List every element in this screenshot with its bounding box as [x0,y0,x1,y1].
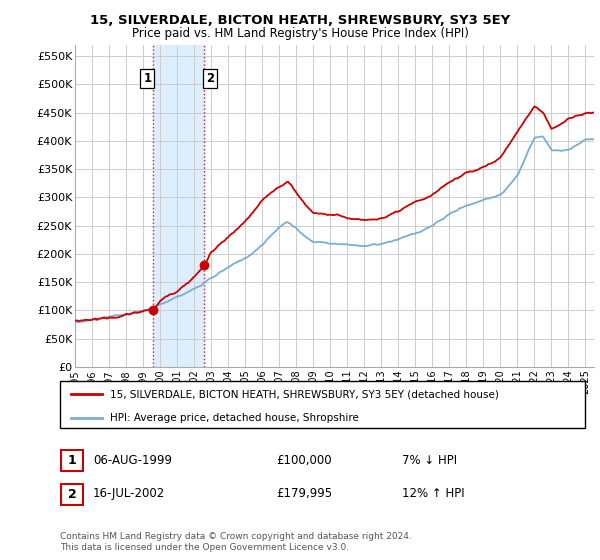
Text: 15, SILVERDALE, BICTON HEATH, SHREWSBURY, SY3 5EY (detached house): 15, SILVERDALE, BICTON HEATH, SHREWSBURY… [110,389,499,399]
Text: 06-AUG-1999: 06-AUG-1999 [93,454,172,467]
Text: 7% ↓ HPI: 7% ↓ HPI [402,454,457,467]
Text: 16-JUL-2002: 16-JUL-2002 [93,487,165,501]
Text: 2: 2 [68,488,76,501]
FancyBboxPatch shape [60,381,585,428]
Text: 1: 1 [68,454,76,468]
FancyBboxPatch shape [61,450,83,472]
Text: Contains HM Land Registry data © Crown copyright and database right 2024.
This d: Contains HM Land Registry data © Crown c… [60,532,412,552]
Text: Price paid vs. HM Land Registry's House Price Index (HPI): Price paid vs. HM Land Registry's House … [131,27,469,40]
FancyBboxPatch shape [61,484,83,505]
Text: £100,000: £100,000 [276,454,332,467]
Bar [153,45,204,367]
Text: 15, SILVERDALE, BICTON HEATH, SHREWSBURY, SY3 5EY: 15, SILVERDALE, BICTON HEATH, SHREWSBURY… [90,14,510,27]
Text: 2: 2 [206,72,214,85]
Text: £179,995: £179,995 [276,487,332,501]
Text: HPI: Average price, detached house, Shropshire: HPI: Average price, detached house, Shro… [110,413,359,423]
Text: 12% ↑ HPI: 12% ↑ HPI [402,487,464,501]
Text: 1: 1 [143,72,151,85]
